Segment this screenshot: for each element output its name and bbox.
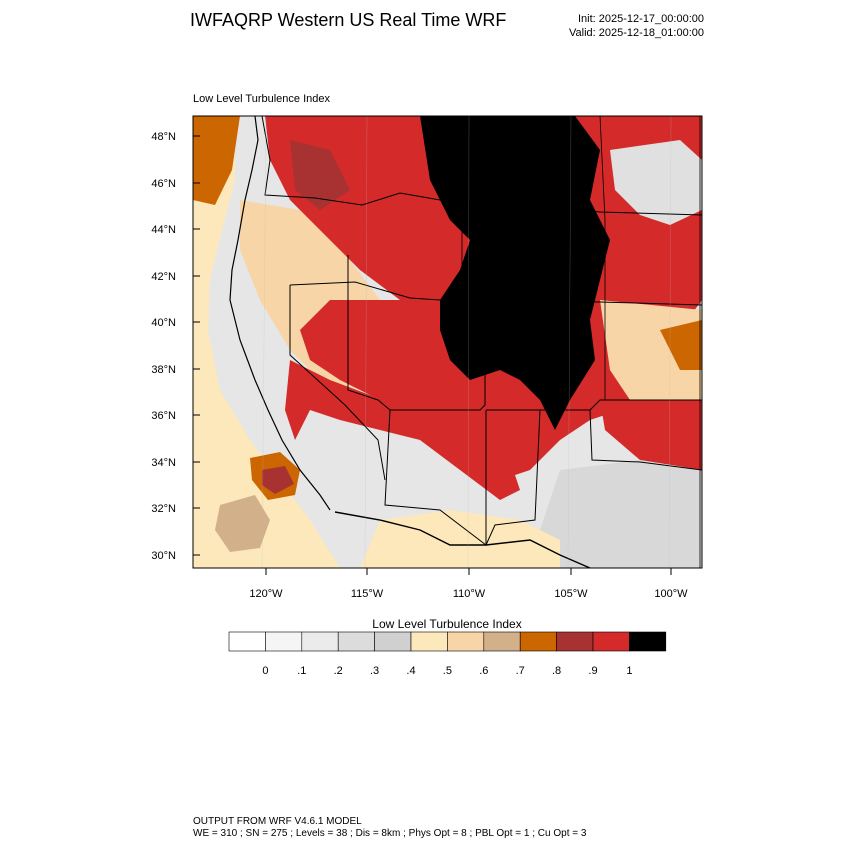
colorbar-tick-label: .2 xyxy=(334,665,343,677)
colorbar-swatch xyxy=(301,631,339,652)
lat-label: 42°N xyxy=(151,271,176,283)
lat-label: 46°N xyxy=(151,178,176,190)
lat-label: 32°N xyxy=(151,503,176,515)
grid-105w xyxy=(567,116,572,568)
init-time: Init: 2025-12-17_00:00:00 xyxy=(578,13,704,25)
lat-axis: 48°N 46°N 44°N 42°N 40°N 38°N 36°N 34°N … xyxy=(151,131,200,562)
lat-label: 40°N xyxy=(151,317,176,329)
lon-label: 120°W xyxy=(249,588,283,600)
colorbar-tick-label: .1 xyxy=(297,665,306,677)
grid-110w xyxy=(467,116,470,568)
valid-time: Valid: 2025-12-18_01:00:00 xyxy=(569,27,704,39)
state-line-36n xyxy=(486,399,702,411)
colorbar-tick-label: .6 xyxy=(479,665,488,677)
high-turbulence-core xyxy=(420,116,610,430)
colorbar-swatch xyxy=(483,631,521,652)
texas-panhandle xyxy=(589,409,702,471)
lat-label: 44°N xyxy=(151,224,176,236)
lon-axis: 120°W 115°W 110°W 105°W 100°W xyxy=(249,568,688,600)
colorbar-tick-label: .8 xyxy=(552,665,561,677)
colorbar-swatch xyxy=(337,631,375,652)
lon-label: 110°W xyxy=(453,588,486,600)
graticule xyxy=(261,116,672,568)
coastline xyxy=(229,116,331,511)
map-frame xyxy=(192,115,703,569)
new-mexico-border xyxy=(485,409,541,546)
colorbar-swatch xyxy=(447,631,485,652)
plot-title: IWFAQRP Western US Real Time WRF xyxy=(190,10,507,30)
lon-label: 105°W xyxy=(554,588,588,600)
northeast-gray xyxy=(610,140,702,225)
colorbar-tick-label: .9 xyxy=(588,665,597,677)
east-orange xyxy=(660,320,702,370)
pacific-orange-region xyxy=(193,116,240,205)
plains-state-line xyxy=(599,116,606,400)
colorbar-swatch xyxy=(519,631,557,652)
colorbar-tick-label: .7 xyxy=(516,665,525,677)
lat-label: 38°N xyxy=(151,364,176,376)
colorbar-swatch xyxy=(228,631,266,652)
offshore-tan-patch xyxy=(215,495,270,552)
model-config: WE = 310 ; SN = 275 ; Levels = 38 ; Dis … xyxy=(193,828,587,839)
colorbar-swatch xyxy=(265,631,303,652)
lat-label: 30°N xyxy=(151,550,176,562)
grid-115w xyxy=(364,116,368,568)
colorbar-tick-label: .3 xyxy=(370,665,379,677)
offshore-red-patch xyxy=(262,466,294,494)
idaho-darkred xyxy=(290,140,350,210)
lat-label: 34°N xyxy=(151,457,176,469)
lon-label: 115°W xyxy=(351,588,384,600)
colorbar-swatch xyxy=(556,631,594,652)
model-info: OUTPUT FROM WRF V4.6.1 MODEL xyxy=(193,816,362,827)
state-line-north xyxy=(261,116,702,216)
southwest-red-arc xyxy=(285,360,520,500)
colorbar-swatch xyxy=(410,631,448,652)
colorbar-tick-label: .5 xyxy=(443,665,452,677)
arizona-border xyxy=(384,409,487,547)
oklahoma-red xyxy=(600,400,702,470)
lat-label: 36°N xyxy=(151,410,176,422)
colorbar-swatch xyxy=(592,631,630,652)
south-tan xyxy=(360,510,560,568)
colorbar-title: Low Level Turbulence Index xyxy=(372,617,522,631)
nevada-border xyxy=(289,285,386,481)
field-shading xyxy=(193,116,702,568)
texas-gray xyxy=(540,460,702,568)
lon-label: 100°W xyxy=(654,588,688,600)
state-line-mid xyxy=(289,281,702,306)
colorbar-tick-label: .4 xyxy=(406,665,415,677)
field-label: Low Level Turbulence Index xyxy=(193,93,330,105)
colorbar-tick-label: 1 xyxy=(626,665,632,677)
grid-120w xyxy=(261,116,267,568)
colorbar-tick-label: 0 xyxy=(262,665,268,677)
colorbar-swatch xyxy=(629,631,667,652)
lat-label: 48°N xyxy=(151,131,176,143)
ocean-field xyxy=(193,116,340,568)
montana-wyoming-line xyxy=(454,116,463,300)
colorbar-swatch xyxy=(374,631,412,652)
colorbar: 0 .1 .2 .3 .4 .5 .6 .7 .8 .9 1 xyxy=(228,631,667,677)
grid-100w xyxy=(668,116,672,568)
